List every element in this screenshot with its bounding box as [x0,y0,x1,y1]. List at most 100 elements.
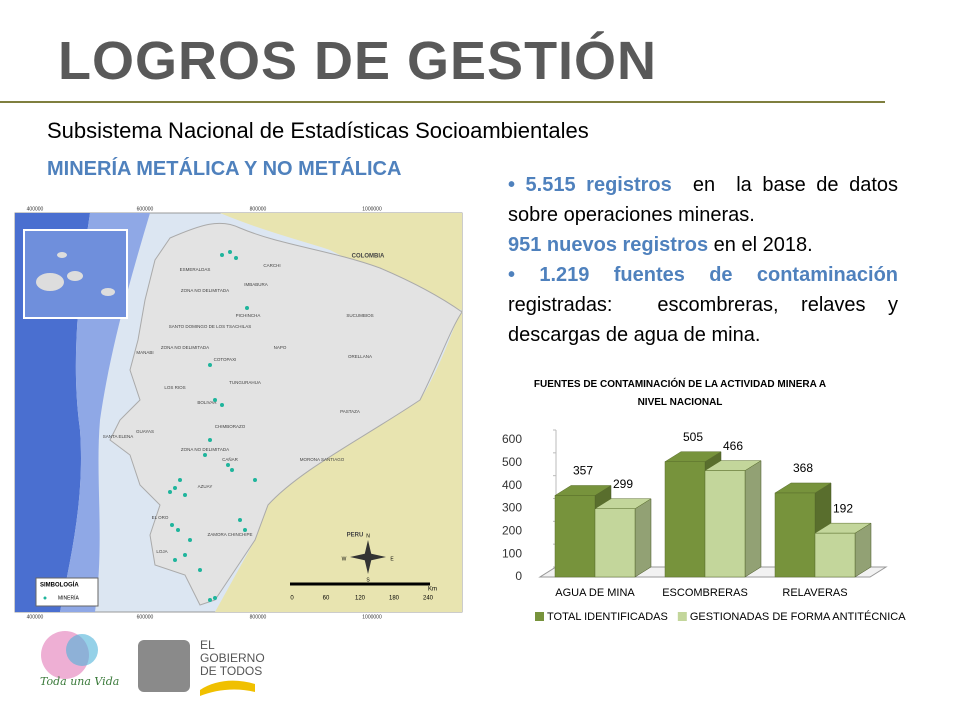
chart-title-line: NIVEL NACIONAL [638,397,723,408]
mining-point [228,250,232,254]
title-rule [0,101,885,103]
map-label: ORELLANA [348,354,372,359]
text: en el 2018. [708,234,813,256]
map-coord: 1000000 [362,614,382,620]
map-label: COTOPAXI [214,357,237,362]
island [67,271,83,281]
y-tick-label: 200 [502,524,522,538]
legend-point [43,596,47,600]
logo-text: DE TODOS [200,664,262,678]
x-tick-label: ESCOMBRERAS [662,587,748,599]
legend-swatch [677,612,687,621]
compass [350,540,386,574]
mining-point [208,438,212,442]
scale-tick: 180 [389,596,400,602]
map-label: PICHINCHA [236,313,261,318]
bar [594,508,636,578]
mining-point [198,568,202,572]
mining-point [203,453,207,457]
mining-point [176,528,180,532]
logo-text: EL [200,638,215,652]
value-label: 299 [613,477,633,491]
neighbor-land [215,213,462,612]
map-label: MANABI [136,350,153,355]
value-label: 357 [573,464,593,478]
logo-text: Toda una Vida [40,675,119,688]
map-coord: 400000 [27,206,44,212]
mining-point [188,538,192,542]
mining-point [173,486,177,490]
scale-tick: 240 [423,596,434,602]
bar-side [634,498,652,578]
mining-point [168,490,172,494]
map-label: PASTAZA [340,409,360,414]
text: registradas: escombreras, relaves y desc… [508,264,904,346]
compass-letter: E [390,556,394,562]
bar [554,495,596,578]
bar [814,532,856,578]
paragraph: • 1.219 fuentes de contaminación registr… [508,260,898,350]
mining-point [234,256,238,260]
scale-tick: 120 [355,596,366,602]
text-block: • 5.515 registros en la base de datos so… [508,170,898,350]
value-label: 192 [833,501,853,515]
x-tick-label: AGUA DE MINA [555,587,635,599]
mining-point [230,468,234,472]
tree-canopy [66,634,98,666]
map-label: ESMERALDAS [180,267,211,272]
map-label: LOJA [156,549,167,554]
y-tick-label: 0 [515,569,522,583]
compass-letter: W [342,556,347,562]
map-label: SUCUMBIOS [346,313,373,318]
map-coord: 800000 [250,206,267,212]
legend-label: TOTAL IDENTIFICADAS [547,611,668,623]
map-label: CAÑAR [222,456,239,462]
flag-stripe [200,680,255,696]
island [57,252,67,258]
map-label: ZONA NO DELIMITADA [181,447,229,452]
section-heading: MINERÍA METÁLICA Y NO METÁLICA [47,158,402,180]
logo-text: GOBIERNO [200,651,265,665]
chart-title-line: FUENTES DE CONTAMINACIÓN DE LA ACTIVIDAD… [534,377,826,390]
map-label: EL ORO [152,515,169,520]
mining-point [208,363,212,367]
bar [774,492,816,578]
slide-title: LOGROS DE GESTIÓN [58,31,658,91]
paragraph: • 5.515 registros en la base de datos so… [508,170,898,230]
highlight: • 5.515 registros [508,174,672,196]
map-coord: 600000 [137,614,154,620]
scale-unit: Km [428,587,437,593]
mining-point [183,493,187,497]
map-label: ZONA NO DELIMITADA [181,288,229,293]
map-label: MORONA SANTIAGO [300,457,345,462]
map [14,212,463,613]
y-tick-label: 300 [502,501,522,515]
legend-label: GESTIONADAS DE FORMA ANTITÉCNICA [690,610,906,623]
value-label: 505 [683,430,703,444]
mining-point [173,558,177,562]
mining-point [253,478,257,482]
mining-point [220,253,224,257]
mining-point [245,306,249,310]
mining-point [208,598,212,602]
y-tick-label: 600 [502,432,522,446]
map-coord: 600000 [137,206,154,212]
map-label: ZONA NO DELIMITADA [161,345,209,350]
map-legend [35,577,99,607]
mining-point [213,398,217,402]
coat-of-arms [138,640,190,692]
map-label: GUAYAS [136,429,154,434]
map-label: CHIMBORAZO [215,424,246,429]
subtitle: Subsistema Nacional de Estadísticas Soci… [47,118,589,143]
compass-letter: N [366,533,370,539]
ecuador [109,222,463,606]
mining-point [220,403,224,407]
map-label: CARCHI [263,263,280,268]
mining-point [238,518,242,522]
mining-point [243,528,247,532]
value-label: 368 [793,461,813,475]
chart-title: FUENTES DE CONTAMINACIÓN DE LA ACTIVIDAD… [534,377,826,408]
map-label: SANTO DOMINGO DE LOS TSACHILAS [169,324,252,329]
map-label: PERU [347,533,364,539]
